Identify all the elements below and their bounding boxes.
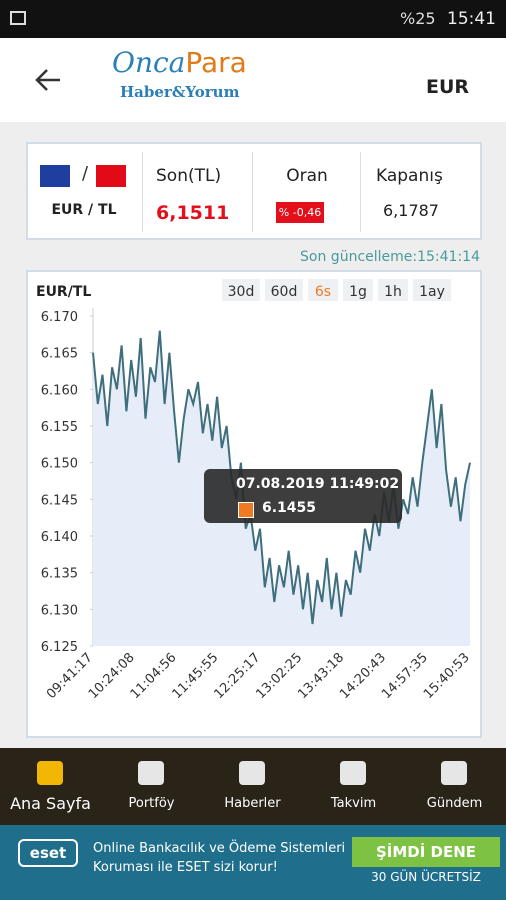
summary-card: / EUR / TL Son(TL) 6,1511 Oran % -0,46 K… [26, 142, 482, 240]
range-button[interactable]: 1ay [413, 279, 451, 301]
tr-flag [96, 165, 126, 187]
col-label: Oran [286, 166, 328, 186]
line [92, 330, 471, 625]
logo-left: Onca [112, 46, 186, 79]
range-button[interactable]: 6s [308, 279, 338, 301]
pair: EUR / TL [51, 202, 117, 218]
battery-text: %25 [400, 9, 436, 28]
logo: OncaPara [112, 46, 247, 79]
nav-item[interactable]: Portföy [101, 748, 202, 825]
range-button-label: 1g [349, 284, 367, 300]
logo-tagline: Haber&Yorum [120, 83, 240, 101]
ad-line2: Koruması ile ESET sizi korur! [93, 860, 278, 875]
range-button[interactable]: 1h [378, 279, 408, 301]
range-button-bg [413, 279, 451, 301]
range-button-label: 1h [384, 284, 402, 300]
y-tick-label: 6.155 [41, 420, 78, 435]
range-button-bg [343, 279, 373, 301]
nav-label: Takvim [330, 796, 377, 811]
divider [142, 152, 143, 232]
tooltip: 07.08.2019 11:49:02 6.1455 [204, 469, 402, 523]
y-tick-label: 6.130 [41, 603, 78, 618]
separator: / [82, 163, 89, 184]
nav-label: Haberler [224, 796, 281, 811]
ad-sub: 30 GÜN ÜCRETSİZ [371, 870, 481, 884]
nav-label: Portföy [128, 796, 175, 811]
y-tick-label: 6.160 [41, 383, 78, 398]
nav-item[interactable]: Haberler [202, 748, 303, 825]
y-tick-label: 6.145 [41, 493, 78, 508]
logo-right: Para [185, 46, 247, 79]
nav-item[interactable]: Ana Sayfa [0, 748, 101, 825]
nav-label: Ana Sayfa [10, 794, 91, 813]
col-label: Kapanış [376, 166, 443, 186]
chart-title: EUR/TL [36, 284, 91, 300]
range-button-bg [222, 279, 260, 301]
range-button-label: 30d [228, 284, 255, 300]
range-button-bg [378, 279, 408, 301]
header: OncaPara Haber&Yorum EUR [0, 38, 506, 122]
y-tick-label: 6.140 [41, 530, 78, 545]
range-button-bg [265, 279, 303, 301]
col-value: 6,1511 [156, 202, 230, 224]
chart-border [26, 270, 482, 738]
tooltip-label: 07.08.2019 11:49:02 [236, 476, 400, 492]
col-value: 6,1787 [383, 201, 439, 220]
nav-icon [340, 761, 366, 785]
range-button[interactable]: 1g [343, 279, 373, 301]
nav-icon [441, 761, 467, 785]
status-bar: %25 15:41 [0, 0, 506, 38]
y-tick-label: 6.170 [41, 310, 78, 325]
x-tick-label: 15:40:53 [421, 650, 473, 702]
y-tick-label: 6.165 [41, 347, 78, 362]
tooltip-value: 6.1455 [262, 500, 317, 516]
divider [252, 152, 253, 232]
currency: EUR [426, 76, 470, 98]
bottom-nav: Ana Sayfa Portföy Haberler Takvim Gündem [0, 748, 506, 825]
range-button-label: 1ay [419, 284, 445, 300]
range-button-label: 6s [315, 284, 331, 300]
nav-label: Gündem [426, 796, 483, 811]
last-update: Son güncelleme:15:41:14 [300, 249, 480, 265]
chart: EUR/TL 30d 60d 6s 1g 1h 1ay 6.125 6.130 6.135 6.1… [26, 270, 482, 738]
range-button[interactable]: 60d [265, 279, 303, 301]
gallery-icon [10, 11, 26, 25]
col-value: % -0,46 [276, 202, 324, 223]
y-tick-label: 6.125 [41, 640, 78, 655]
range-button[interactable]: 30d [222, 279, 260, 301]
range-button-bg [308, 279, 338, 301]
ad-button[interactable]: ŞİMDİ DENE [352, 837, 500, 867]
eu-flag [40, 165, 70, 187]
y-tick-label: 6.150 [41, 457, 78, 472]
nav-icon [239, 761, 265, 785]
back-button[interactable] [34, 68, 62, 92]
ad-banner[interactable]: eset Online Bankacılık ve Ödeme Sistemle… [0, 825, 506, 900]
col-label: Son(TL) [156, 166, 222, 186]
divider [360, 152, 361, 232]
nav-icon [138, 761, 164, 785]
y-tick-label: 6.135 [41, 567, 78, 582]
nav-item[interactable]: Takvim [303, 748, 404, 825]
area [93, 330, 470, 646]
clock: 15:41 [447, 9, 496, 29]
nav-icon [37, 761, 63, 785]
range-button-label: 60d [271, 284, 298, 300]
tooltip-marker [238, 502, 254, 518]
ad-line1: Online Bankacılık ve Ödeme Sistemleri [93, 841, 346, 856]
nav-item[interactable]: Gündem [404, 748, 505, 825]
ad-brand: eset [18, 839, 78, 867]
